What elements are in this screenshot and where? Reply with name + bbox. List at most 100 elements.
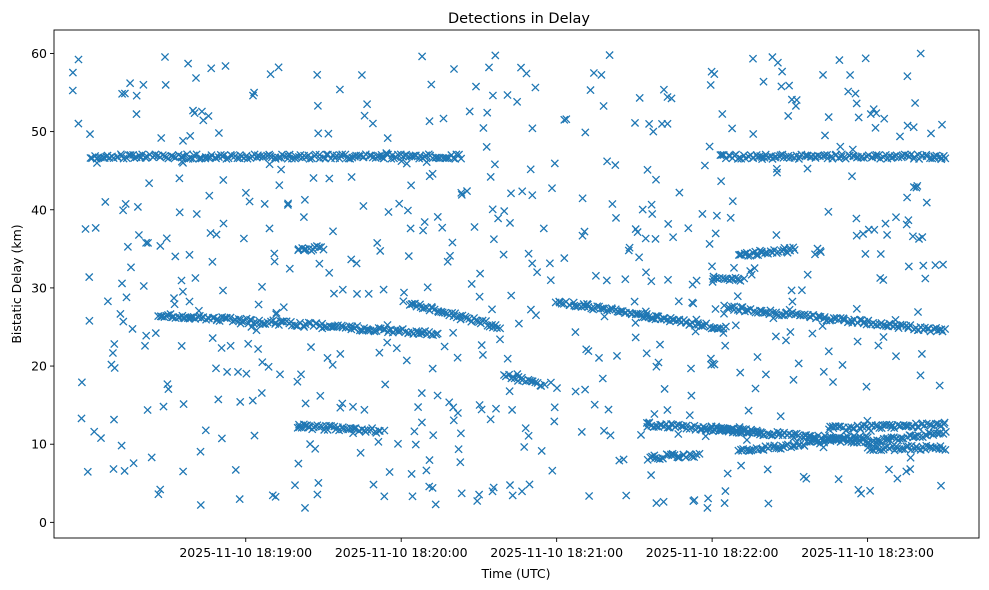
data-point [651,175,661,184]
data-point [505,370,514,379]
data-point [895,132,905,141]
data-point [449,403,458,412]
data-point [276,317,285,326]
y-tick-label: 0 [39,515,47,530]
data-point [74,55,83,64]
data-point [586,86,595,95]
data-point [796,433,805,442]
data-point [231,465,240,474]
data-point [525,376,534,385]
data-point [710,70,719,79]
data-point [606,431,615,440]
data-point [495,335,505,344]
data-point [126,263,136,272]
data-point [417,418,426,427]
data-point [431,500,440,509]
data-point [879,321,888,330]
data-point [647,471,656,480]
data-point [505,218,515,227]
data-point [938,445,947,454]
data-point [742,435,751,445]
data-point [169,294,179,303]
data-point [294,420,304,429]
data-point [635,253,644,262]
data-point [347,255,356,264]
data-point [129,459,138,468]
data-point [528,124,537,133]
data-point [465,107,474,116]
data-point [360,111,369,120]
data-point [505,387,514,396]
data-point [325,268,334,277]
data-point [660,384,669,393]
data-point [77,378,86,387]
data-point [279,317,288,326]
data-point [773,58,782,67]
data-point [715,426,724,435]
data-point [903,121,912,130]
data-point [909,123,918,132]
data-point [375,348,384,357]
data-point [824,207,833,216]
data-point [160,52,170,62]
data-point [142,331,151,340]
data-point [503,90,512,100]
data-point [788,297,797,306]
data-point [675,453,684,462]
data-point [328,227,338,236]
data-point [818,321,827,331]
data-point [304,318,313,327]
data-point [403,206,412,215]
data-point [546,378,555,387]
data-point [783,248,792,257]
data-point [663,405,672,415]
data-point [90,427,99,436]
data-point [776,412,785,421]
data-point [219,175,228,185]
plot-frame [53,29,980,539]
data-point [496,324,505,333]
data-point [873,321,882,330]
data-point [347,172,356,182]
data-point [913,307,923,317]
data-point [479,123,488,133]
data-point [650,409,659,419]
data-point [376,246,385,255]
data-point [159,402,168,411]
data-point [851,89,860,98]
data-point [68,68,77,77]
data-point [893,474,902,483]
data-point [491,51,500,60]
data-point [700,161,709,170]
data-point [350,324,359,333]
data-point [518,187,527,196]
data-point [109,464,118,474]
data-point [119,317,128,326]
x-tick-label: 2025-11-10 18:23:00 [801,545,934,560]
data-point [578,194,587,203]
data-point [781,336,791,345]
data-point [211,364,221,373]
data-point [711,304,720,314]
data-point [507,291,516,300]
data-point [285,150,294,159]
data-point [407,181,416,190]
data-point [186,313,195,322]
data-point [749,129,758,139]
data-point [314,422,324,432]
data-point [602,276,611,285]
data-point [603,157,612,166]
data-point [433,391,442,400]
data-point [158,151,167,160]
data-point [686,364,696,373]
data-point [134,230,143,240]
data-point [600,312,609,321]
data-point [771,152,780,161]
data-point [876,273,885,283]
data-point [489,235,498,244]
data-point [735,423,744,432]
data-point [407,299,416,309]
data-point [283,200,292,209]
data-point [395,199,404,208]
